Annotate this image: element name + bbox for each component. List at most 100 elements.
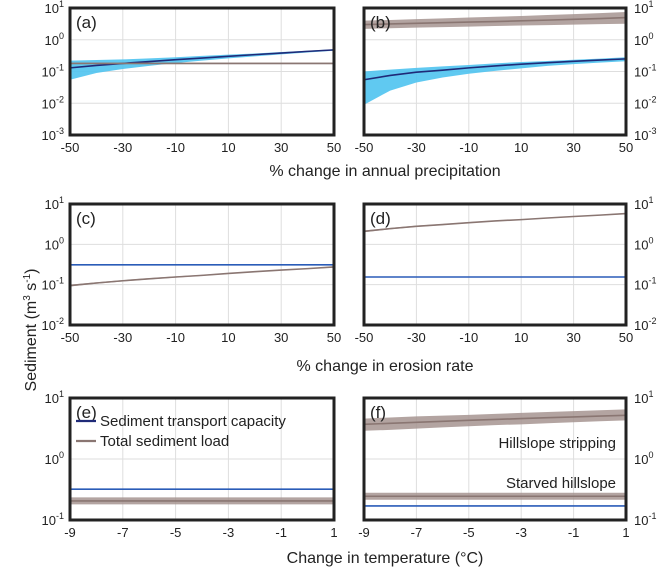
frame-c [68,202,336,327]
ytick-e-2: 10-1 [42,511,64,528]
panel-label-e: (e) [76,403,97,422]
xtick-f-1: -7 [411,525,423,540]
xtick-d-5: 50 [619,330,633,345]
ytick-e-1: 100 [45,450,64,467]
xtick-e-5: 1 [330,525,337,540]
ytick-exp-b-2: -1 [648,63,656,73]
ytick-exp-e-1: 0 [59,450,64,460]
band-capacity-b-0 [364,57,626,105]
xtick-f-0: -9 [358,525,370,540]
panel-label-f: (f) [370,403,386,422]
ytick-exp-b-4: -3 [648,126,656,136]
ytick-base-f-0: 10 [634,391,648,406]
ytick-exp-a-3: -2 [56,94,64,104]
xtick-b-2: -10 [459,140,478,155]
ylabel-sup1: 3 [22,295,33,301]
panel-label-c: (c) [76,209,96,228]
ytick-base-a-0: 10 [45,1,59,16]
ytick-base-d-0: 10 [634,197,648,212]
xtick-f-2: -5 [463,525,475,540]
xtick-b-1: -30 [407,140,426,155]
ytick-exp-a-0: 1 [59,0,64,9]
ytick-c-0: 101 [45,195,64,212]
xlabel-erosion: % change in erosion rate [297,358,474,375]
panel-label-b: (b) [370,13,391,32]
ytick-base-e-0: 10 [45,391,59,406]
xtick-d-3: 10 [514,330,528,345]
ytick-d-2: 10-1 [634,276,656,293]
ytick-a-4: 10-3 [42,126,64,143]
panel-label-d: (d) [370,209,391,228]
ytick-exp-e-2: -1 [56,511,64,521]
ytick-b-2: 10-1 [634,63,656,80]
series-load-b-1 [363,16,627,26]
ytick-c-1: 100 [45,235,64,252]
xtick-c-3: 10 [221,330,235,345]
legend: Sediment transport capacity Total sedimen… [76,413,286,450]
ytick-base-c-3: 10 [42,318,56,333]
xtick-d-4: 30 [566,330,580,345]
ytick-base-c-2: 10 [42,278,56,293]
ytick-base-a-3: 10 [42,96,56,111]
ytick-base-e-2: 10 [42,513,56,528]
ytick-e-0: 101 [45,389,64,406]
series-load-f-1 [363,414,627,426]
frame-a [68,6,336,137]
xtick-b-4: 30 [566,140,580,155]
xtick-d-1: -30 [407,330,426,345]
ytick-exp-a-1: 0 [59,31,64,41]
ytick-base-b-3: 10 [634,96,648,111]
ytick-base-c-1: 10 [45,237,59,252]
ytick-exp-b-0: 1 [648,0,653,9]
series-load-c-1 [69,266,335,287]
ytick-exp-c-1: 0 [59,235,64,245]
ytick-b-3: 10-2 [634,94,656,111]
ytick-f-0: 101 [634,389,653,406]
xtick-b-3: 10 [514,140,528,155]
xtick-c-2: -10 [166,330,185,345]
ytick-exp-d-1: 0 [648,235,653,245]
xtick-a-1: -30 [113,140,132,155]
xtick-f-3: -3 [515,525,527,540]
ylabel-main: Sediment (m [23,301,40,392]
ylabel-mid: s [23,283,40,295]
ytick-base-b-4: 10 [634,128,648,143]
xtick-a-3: 10 [221,140,235,155]
ytick-exp-a-4: -3 [56,126,64,136]
ytick-base-a-2: 10 [42,65,56,80]
ytick-c-3: 10-2 [42,316,64,333]
ytick-base-e-1: 10 [45,452,59,467]
ytick-exp-d-2: -1 [648,276,656,286]
ytick-exp-e-0: 1 [59,389,64,399]
ytick-exp-b-1: 0 [648,31,653,41]
xtick-e-3: -3 [223,525,235,540]
ytick-base-d-2: 10 [634,278,648,293]
xtick-a-0: -50 [61,140,80,155]
annotation-f-1: Starved hillslope [506,475,616,492]
xtick-c-4: 30 [274,330,288,345]
ytick-base-b-0: 10 [634,1,648,16]
ytick-d-3: 10-2 [634,316,656,333]
series-load-d-1 [363,212,627,233]
ylabel-sup2: -1 [22,273,33,282]
frame-e [68,396,336,522]
ytick-b-0: 101 [634,0,653,16]
ytick-base-d-1: 10 [634,237,648,252]
band-load-b-1 [364,11,626,29]
frame-f [362,396,628,522]
ytick-d-0: 101 [634,195,653,212]
ytick-base-a-4: 10 [42,128,56,143]
ylabel-end: ) [23,269,40,274]
ytick-exp-c-3: -2 [56,316,64,326]
xtick-a-5: 50 [327,140,341,155]
xtick-e-1: -7 [117,525,129,540]
frame-d [362,202,628,327]
annotation-f-0: Hillslope stripping [498,435,616,452]
ytick-base-b-2: 10 [634,65,648,80]
ytick-exp-c-0: 1 [59,195,64,205]
ytick-exp-a-2: -1 [56,63,64,73]
